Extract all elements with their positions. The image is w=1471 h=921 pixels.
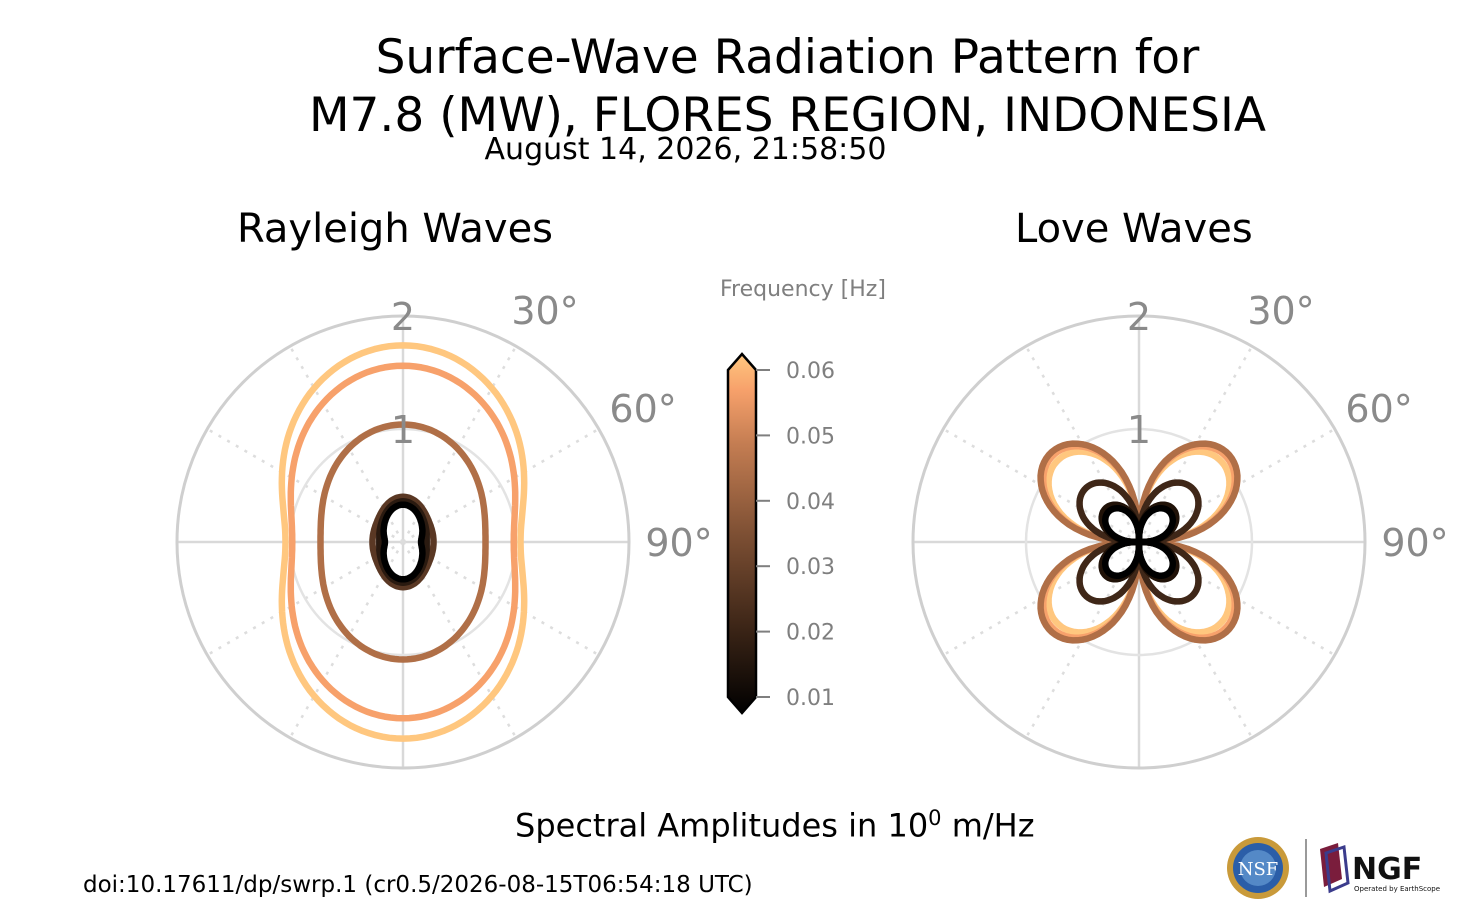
polar-ring-2	[911, 314, 1367, 770]
love-panel-title: Love Waves	[1015, 206, 1253, 252]
love-theta-tick-30: 30°	[1247, 289, 1314, 333]
colorbar-tick-label: 0.05	[786, 424, 835, 449]
amplitude-prefix: Spectral Amplitudes in 10	[515, 806, 929, 845]
love-r-tick-1: 1	[1127, 408, 1151, 452]
rayleigh-series-0.03	[369, 493, 437, 591]
polar-ring-1	[1024, 427, 1254, 657]
rayleigh-theta-tick-30: 30°	[511, 289, 578, 333]
rayleigh-theta-tick-60: 60°	[609, 387, 676, 431]
amplitude-units-label: Spectral Amplitudes in 100 m/Hz	[515, 806, 1035, 845]
colorbar-tick-label: 0.02	[786, 621, 835, 646]
ngf-logo: NGF Operated by EarthScope	[1320, 843, 1440, 894]
colorbar: 0.06 0.05 0.04 0.03 0.02 0.01	[726, 352, 835, 715]
rayleigh-polar-plot: 1 2 30° 60° 90°	[175, 289, 713, 770]
rayleigh-panel-title: Rayleigh Waves	[237, 206, 554, 252]
colorbar-tick-label: 0.01	[786, 686, 835, 711]
love-series-0.01	[1101, 504, 1177, 580]
love-theta-tick-90: 90°	[1381, 521, 1448, 565]
ngf-logo-text: NGF	[1352, 852, 1422, 887]
love-theta-tick-60: 60°	[1345, 387, 1412, 431]
colorbar-bar	[726, 352, 758, 715]
logos-svg: NSF NGF Operated by EarthScope	[1227, 837, 1440, 899]
figure-title: Surface-Wave Radiation Pattern for M7.8 …	[52, 29, 1471, 145]
rayleigh-r-tick-2: 2	[391, 295, 415, 339]
amplitude-suffix: m/Hz	[941, 806, 1035, 845]
doi-citation: doi:10.17611/dp/swrp.1 (cr0.5/2026-08-15…	[83, 872, 753, 898]
event-date: August 14, 2026, 21:58:50	[484, 132, 887, 167]
logo-group: NSF NGF Operated by EarthScope	[1222, 835, 1452, 905]
nsf-logo-text: NSF	[1238, 859, 1279, 880]
colorbar-tick-label: 0.06	[786, 359, 835, 384]
colorbar-tick-label: 0.04	[786, 490, 835, 515]
love-polar-plot: 1 2 30° 60° 90°	[911, 289, 1449, 770]
title-line-2: M7.8 (MW), FLORES REGION, INDONESIA	[308, 88, 1267, 143]
nsf-logo: NSF	[1227, 837, 1289, 899]
love-r-tick-2: 2	[1127, 295, 1151, 339]
colorbar-label: Frequency [Hz]	[720, 277, 886, 302]
colorbar-tick-label: 0.03	[786, 555, 835, 580]
rayleigh-series-0.05	[287, 362, 519, 722]
title-line-1: Surface-Wave Radiation Pattern for	[375, 30, 1200, 85]
rayleigh-series-0.06	[278, 342, 528, 742]
rayleigh-series-0.01	[380, 501, 426, 583]
rayleigh-series-0.04	[317, 421, 489, 663]
rayleigh-theta-tick-90: 90°	[645, 521, 712, 565]
polar-ring-2	[175, 314, 631, 770]
rayleigh-series-0.02	[376, 498, 430, 586]
amplitude-exponent: 0	[928, 806, 942, 830]
ngf-logo-caption: Operated by EarthScope	[1354, 885, 1440, 893]
rayleigh-r-tick-1: 1	[391, 408, 415, 452]
